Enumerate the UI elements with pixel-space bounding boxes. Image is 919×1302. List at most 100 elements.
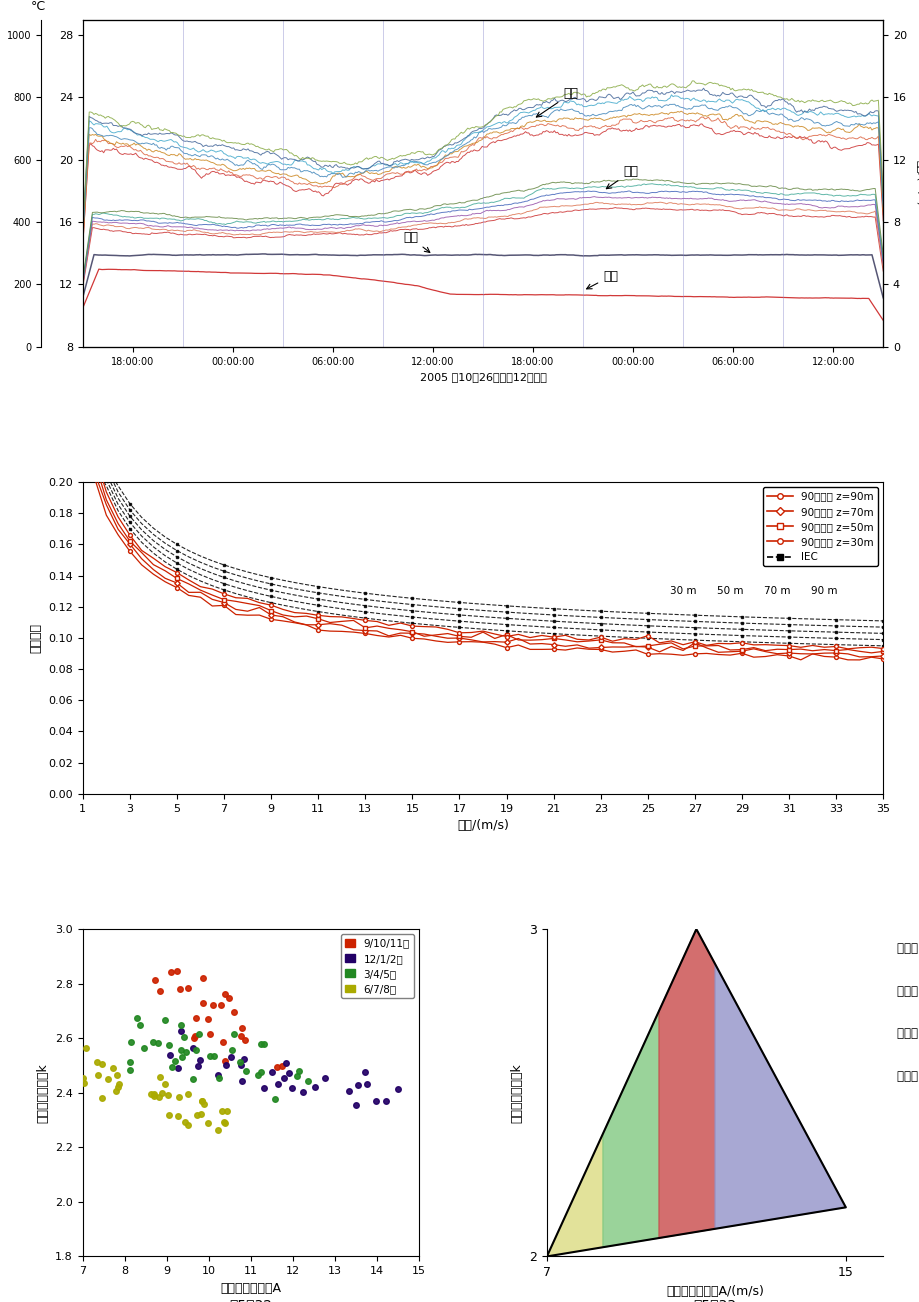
6/7/8月: [216, 1112, 231, 1133]
3/4/5月: [224, 1040, 239, 1061]
6/7/8月: [210, 1120, 225, 1141]
3/4/5月: [145, 1031, 160, 1052]
12/1/2月: [270, 1073, 285, 1094]
6/7/8月: [171, 1087, 186, 1108]
3/4/5月: [301, 1070, 315, 1091]
9/10/11月: [180, 978, 195, 999]
Text: 30 m: 30 m: [669, 586, 696, 596]
X-axis label: 威布尔尺度参数A: 威布尔尺度参数A: [221, 1281, 281, 1294]
12/1/2月: [350, 1075, 365, 1096]
6/7/8月: [78, 1038, 93, 1059]
9/10/11月: [169, 961, 184, 982]
12/1/2月: [193, 1049, 208, 1070]
Text: 红色：  秋季: 红色： 秋季: [896, 1027, 919, 1040]
6/7/8月: [106, 1057, 120, 1078]
6/7/8月: [108, 1081, 123, 1101]
12/1/2月: [317, 1068, 332, 1088]
6/7/8月: [193, 1104, 208, 1125]
12/1/2月: [341, 1081, 356, 1101]
6/7/8月: [220, 1100, 234, 1121]
6/7/8月: [157, 1074, 172, 1095]
3/4/5月: [207, 1046, 221, 1066]
9/10/11月: [195, 967, 210, 988]
Y-axis label: 威布尔形状参数k: 威布尔形状参数k: [37, 1062, 50, 1122]
Text: °C: °C: [30, 0, 46, 13]
6/7/8月: [217, 1113, 232, 1134]
Text: 70 m: 70 m: [763, 586, 789, 596]
9/10/11月: [217, 1051, 232, 1072]
6/7/8月: [90, 1052, 105, 1073]
6/7/8月: [95, 1053, 109, 1074]
3/4/5月: [203, 1046, 218, 1066]
3/4/5月: [173, 1014, 187, 1035]
6/7/8月: [147, 1086, 162, 1107]
3/4/5月: [267, 1088, 281, 1109]
Legend: 9/10/11月, 12/1/2月, 3/4/5月, 6/7/8月: 9/10/11月, 12/1/2月, 3/4/5月, 6/7/8月: [340, 935, 414, 999]
9/10/11月: [188, 1008, 203, 1029]
12/1/2月: [348, 1095, 363, 1116]
3/4/5月: [174, 1039, 188, 1060]
3/4/5月: [151, 1032, 165, 1053]
Y-axis label: 威布尔形状参数k: 威布尔形状参数k: [510, 1062, 523, 1122]
6/7/8月: [75, 1068, 90, 1088]
3/4/5月: [188, 1040, 203, 1061]
3/4/5月: [233, 1052, 247, 1073]
Text: 图5－32: 图5－32: [229, 1298, 272, 1302]
3/4/5月: [254, 1034, 268, 1055]
Text: 风速: 风速: [536, 87, 577, 117]
3/4/5月: [186, 1068, 200, 1088]
9/10/11月: [187, 1027, 201, 1048]
Text: 图5－33: 图5－33: [693, 1298, 736, 1302]
3/4/5月: [179, 1042, 194, 1062]
12/1/2月: [379, 1091, 393, 1112]
9/10/11月: [196, 992, 210, 1013]
12/1/2月: [210, 1065, 225, 1086]
3/4/5月: [132, 1014, 147, 1035]
6/7/8月: [161, 1085, 176, 1105]
9/10/11月: [221, 987, 236, 1008]
Legend: 90百分位 z=90m, 90百分位 z=70m, 90百分位 z=50m, 90百分位 z=30m, IEC: 90百分位 z=90m, 90百分位 z=70m, 90百分位 z=50m, 9…: [762, 487, 877, 566]
6/7/8月: [180, 1083, 195, 1104]
6/7/8月: [153, 1066, 167, 1087]
6/7/8月: [197, 1094, 211, 1115]
6/7/8月: [112, 1073, 127, 1094]
3/4/5月: [289, 1066, 304, 1087]
Polygon shape: [658, 931, 714, 1238]
12/1/2月: [264, 1062, 278, 1083]
3/4/5月: [162, 1034, 176, 1055]
6/7/8月: [154, 1082, 169, 1103]
9/10/11月: [235, 1018, 250, 1039]
3/4/5月: [157, 1010, 172, 1031]
12/1/2月: [223, 1047, 238, 1068]
6/7/8月: [194, 1090, 209, 1111]
6/7/8月: [170, 1105, 185, 1126]
12/1/2月: [186, 1038, 200, 1059]
6/7/8月: [214, 1100, 229, 1121]
12/1/2月: [219, 1055, 233, 1075]
3/4/5月: [122, 1052, 137, 1073]
12/1/2月: [369, 1090, 383, 1111]
12/1/2月: [256, 1078, 271, 1099]
9/10/11月: [148, 970, 163, 991]
12/1/2月: [236, 1048, 251, 1069]
12/1/2月: [278, 1052, 293, 1073]
Text: 黄色：  夏季: 黄色： 夏季: [896, 943, 919, 956]
3/4/5月: [227, 1023, 242, 1044]
6/7/8月: [94, 1087, 108, 1108]
Text: 风向: 风向: [586, 270, 618, 289]
12/1/2月: [171, 1057, 186, 1078]
X-axis label: 风速/(m/s): 风速/(m/s): [457, 819, 508, 832]
12/1/2月: [233, 1055, 248, 1075]
9/10/11月: [164, 962, 178, 983]
Text: 温度: 温度: [606, 165, 638, 189]
12/1/2月: [285, 1077, 300, 1098]
9/10/11月: [237, 1029, 252, 1049]
X-axis label: 威布尔尺度参数A/(m/s): 威布尔尺度参数A/(m/s): [665, 1285, 763, 1298]
9/10/11月: [233, 1026, 248, 1047]
3/4/5月: [255, 1034, 270, 1055]
3/4/5月: [239, 1061, 254, 1082]
6/7/8月: [110, 1077, 125, 1098]
12/1/2月: [235, 1070, 250, 1091]
Polygon shape: [602, 1010, 658, 1247]
12/1/2月: [277, 1068, 291, 1088]
